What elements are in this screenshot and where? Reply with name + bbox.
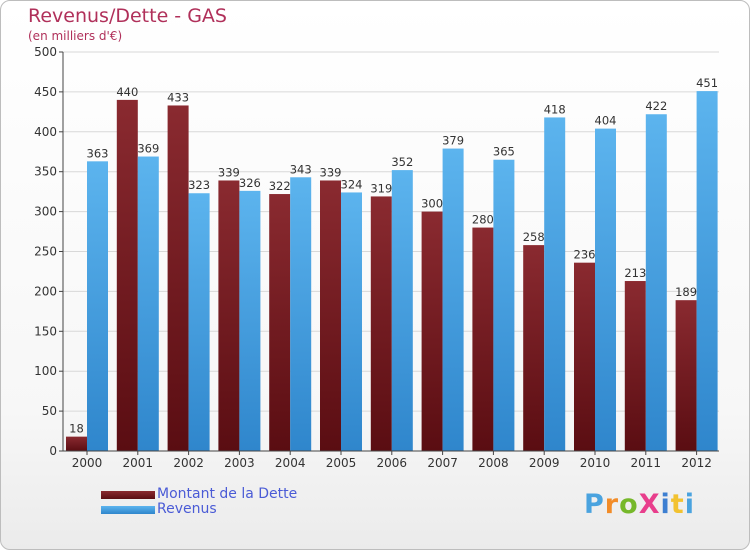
x-tick-label: 2008 [478, 456, 509, 470]
data-label-revenus: 422 [645, 99, 667, 113]
data-label-revenus: 326 [239, 176, 261, 190]
bar-revenus [239, 190, 261, 452]
bar-dette [421, 211, 443, 451]
y-tick-label: 200 [34, 284, 57, 298]
data-label-revenus: 418 [544, 102, 566, 116]
data-label-dette: 280 [472, 213, 494, 227]
chart-subtitle: (en milliers d'€) [28, 29, 123, 43]
bar-dette [116, 99, 138, 451]
data-label-revenus: 369 [137, 142, 159, 156]
data-label-revenus: 451 [696, 76, 718, 90]
bar-dette [66, 436, 87, 451]
data-label-revenus: 343 [290, 162, 312, 176]
data-label-revenus: 363 [87, 146, 109, 160]
data-label-dette: 189 [675, 285, 697, 299]
legend-label-dette: Montant de la Dette [157, 486, 298, 502]
x-tick-label: 2002 [173, 456, 204, 470]
bar-dette [167, 105, 189, 451]
data-label-dette: 236 [574, 248, 596, 262]
legend-item-dette: Montant de la Dette [101, 487, 297, 502]
legend-label-revenus: Revenus [157, 501, 217, 517]
x-tick-label: 2004 [275, 456, 306, 470]
data-label-dette: 339 [218, 165, 240, 179]
y-tick-label: 500 [34, 45, 57, 59]
bar-revenus [645, 114, 667, 451]
data-label-revenus: 404 [595, 114, 617, 128]
data-label-revenus: 323 [188, 178, 210, 192]
bar-revenus [137, 156, 159, 451]
data-label-dette: 322 [269, 179, 291, 193]
bar-revenus [341, 192, 362, 451]
legend: Montant de la Dette Revenus [101, 487, 297, 517]
bar-revenus [290, 177, 312, 451]
bar-dette [370, 196, 392, 451]
y-tick-label: 350 [34, 165, 57, 179]
x-tick-label: 2006 [377, 456, 408, 470]
x-tick-label: 2007 [427, 456, 458, 470]
bar-revenus [442, 148, 464, 452]
bar-dette [574, 262, 595, 451]
bar-dette [218, 180, 240, 451]
y-tick-label: 450 [34, 85, 57, 99]
x-tick-label: 2009 [529, 456, 560, 470]
x-tick-label: 2010 [580, 456, 611, 470]
data-label-dette: 258 [523, 230, 545, 244]
data-label-dette: 18 [69, 422, 84, 436]
bar-revenus [87, 161, 108, 452]
data-label-revenus: 324 [341, 177, 363, 191]
x-tick-label: 2005 [326, 456, 357, 470]
data-label-dette: 319 [370, 181, 392, 195]
bar-dette [320, 180, 341, 451]
x-tick-label: 2012 [681, 456, 712, 470]
x-tick-label: 2011 [631, 456, 662, 470]
y-tick-label: 400 [34, 125, 57, 139]
data-label-dette: 440 [116, 85, 138, 99]
y-tick-label: 0 [49, 444, 57, 458]
y-tick-label: 300 [34, 205, 57, 219]
x-tick-label: 2000 [72, 456, 103, 470]
x-tick-label: 2003 [224, 456, 255, 470]
bar-revenus [696, 91, 718, 452]
data-label-dette: 300 [421, 197, 443, 211]
y-tick-label: 50 [42, 404, 57, 418]
bar-revenus [493, 159, 515, 452]
chart-title: Revenus/Dette - GAS [28, 5, 227, 27]
y-tick-label: 150 [34, 324, 57, 338]
bar-revenus [391, 170, 413, 451]
bar-dette [675, 300, 697, 451]
data-label-revenus: 365 [493, 145, 515, 159]
bar-revenus [595, 128, 616, 451]
proxiti-logo: ProXiti [584, 489, 695, 520]
data-label-dette: 213 [624, 266, 646, 280]
bar-revenus [188, 193, 210, 451]
x-tick-label: 2001 [123, 456, 154, 470]
legend-swatch-dette [101, 490, 155, 499]
bar-dette [624, 281, 646, 451]
y-tick-label: 100 [34, 364, 57, 378]
bar-dette [523, 245, 545, 451]
legend-swatch-revenus [101, 505, 155, 514]
bar-dette [472, 227, 494, 451]
bar-dette [269, 194, 291, 451]
data-label-dette: 339 [320, 165, 342, 179]
bar-revenus [544, 117, 566, 451]
data-label-revenus: 379 [442, 134, 464, 148]
data-label-revenus: 352 [391, 155, 413, 169]
y-tick-label: 250 [34, 245, 57, 259]
legend-item-revenus: Revenus [101, 502, 297, 517]
data-label-dette: 433 [167, 90, 189, 104]
